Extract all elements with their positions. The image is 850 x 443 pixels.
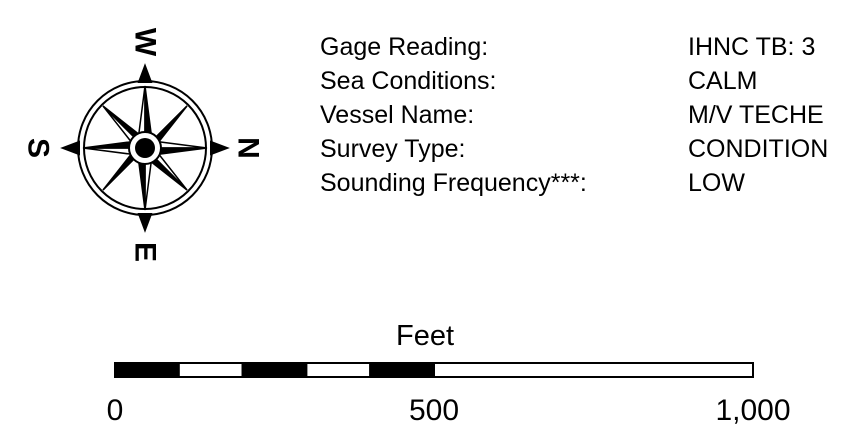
compass-label-e: E	[129, 242, 162, 262]
scale-unit-label: Feet	[396, 320, 455, 352]
vessel-name-value: M/V TECHE	[688, 101, 824, 129]
compass-label-w: W	[129, 28, 162, 57]
compass-label-n: N	[232, 137, 265, 159]
compass-label-s: S	[22, 138, 55, 158]
sounding-frequency-label: Sounding Frequency***:	[320, 169, 587, 197]
compass-rose: W E S N	[22, 28, 265, 262]
scale-tick-label-500: 500	[408, 394, 460, 427]
sea-conditions-label: Sea Conditions:	[320, 67, 497, 95]
arrow-head-right	[210, 140, 230, 156]
scale-segment-2	[241, 362, 308, 378]
arrow-head-top	[137, 63, 153, 83]
scale-segment-1	[177, 362, 244, 378]
gage-reading-value: IHNC TB: 3	[688, 33, 816, 61]
survey-type-label: Survey Type:	[320, 135, 466, 163]
scale-segment-5	[433, 362, 754, 378]
scale-segment-3	[305, 362, 372, 378]
compass-center-dot	[135, 138, 155, 158]
compass-arrows	[60, 63, 230, 233]
sounding-frequency-value: LOW	[688, 169, 745, 197]
scale-segment-4	[369, 362, 436, 378]
sea-conditions-value: CALM	[688, 67, 758, 95]
arrow-head-bottom	[137, 213, 153, 233]
gage-reading-label: Gage Reading:	[320, 33, 489, 61]
scale-segment-0	[114, 362, 180, 378]
survey-type-value: CONDITION	[688, 135, 829, 163]
scale-tick-label-1000: 1,000	[715, 394, 791, 427]
vessel-name-label: Vessel Name:	[320, 101, 475, 129]
scale-tick-label-0: 0	[106, 394, 124, 427]
arrow-head-left	[60, 140, 80, 156]
